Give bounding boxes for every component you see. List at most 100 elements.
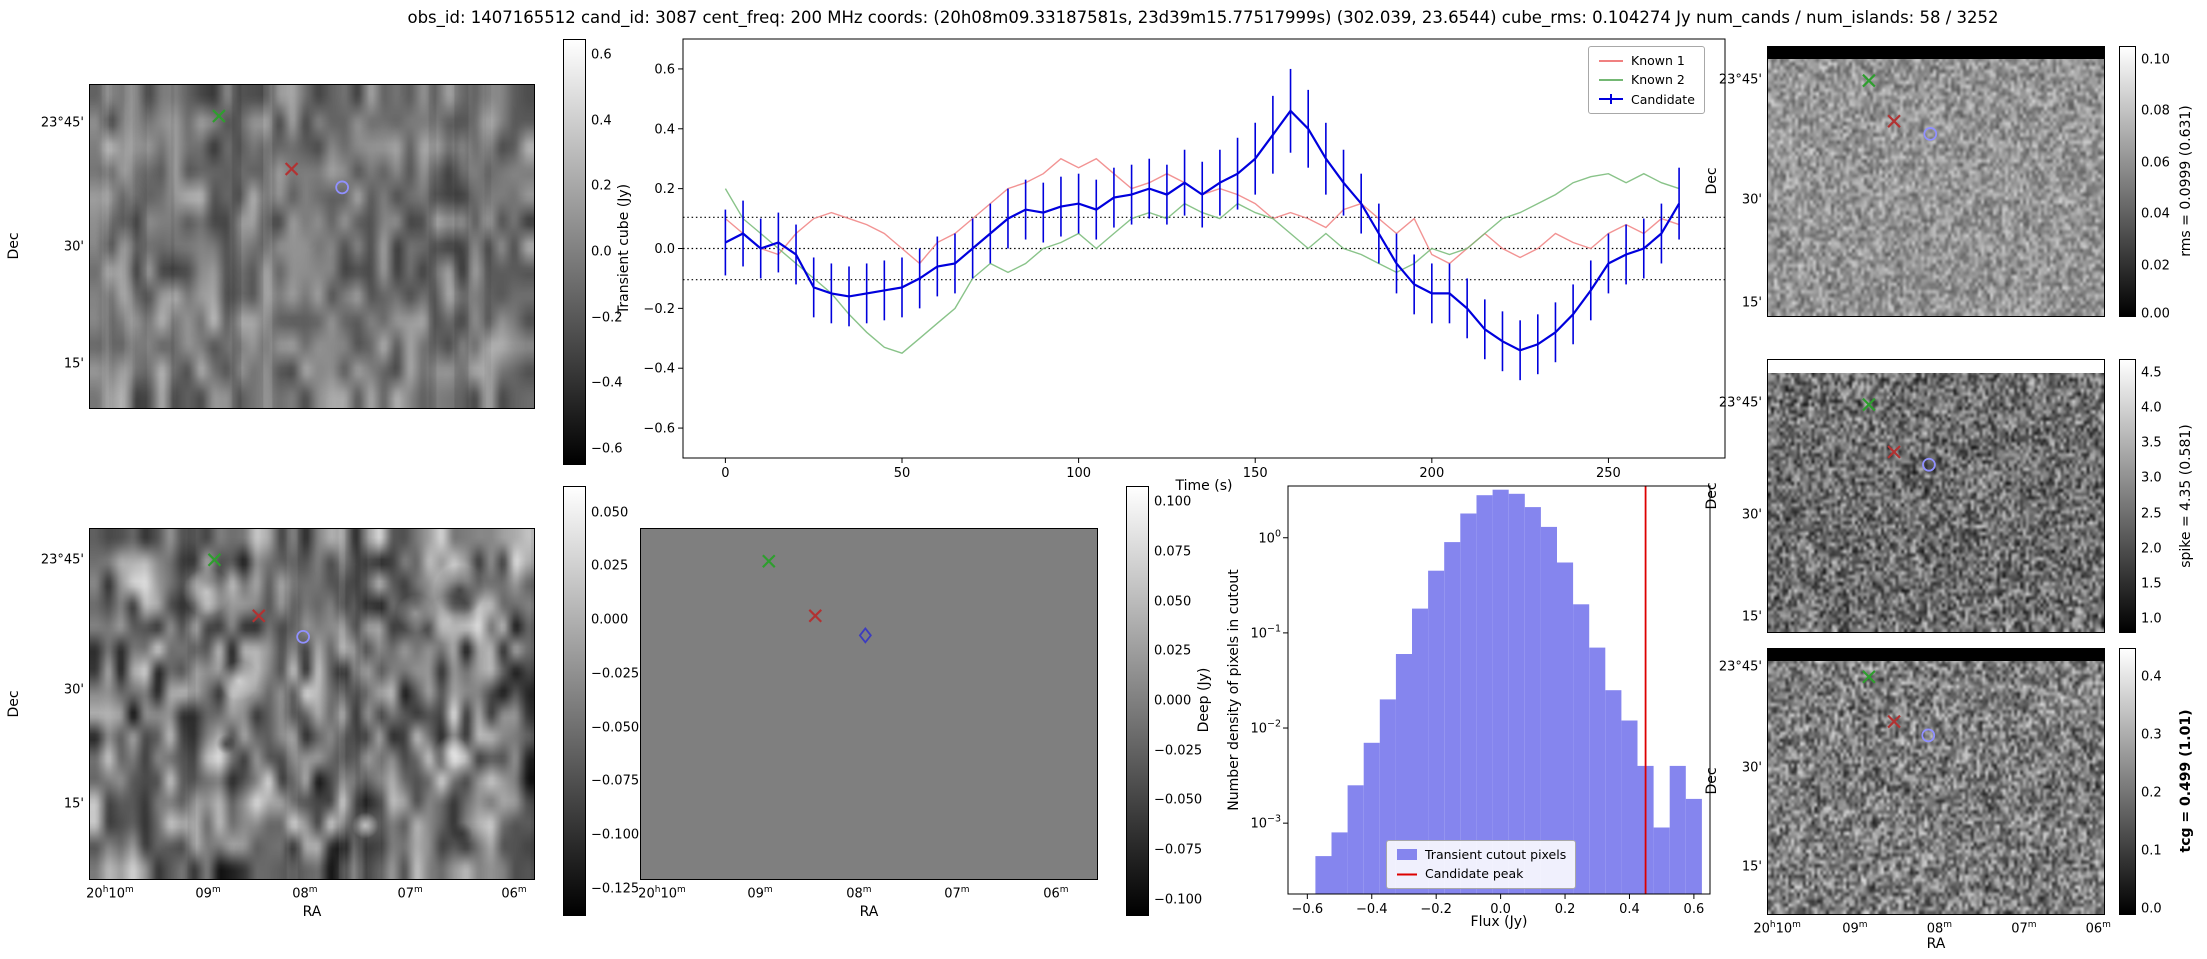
ra-tick-label: 08m — [292, 885, 318, 902]
legend-label: Candidate peak — [1425, 866, 1524, 882]
colorbar-tick-label: 2.5 — [2141, 506, 2162, 522]
dec-tick-label: 23°45' — [40, 115, 84, 131]
svg-text:0: 0 — [721, 466, 729, 481]
colorbar-tick-label: 0.0 — [2141, 901, 2162, 917]
svg-text:10−1: 10−1 — [1250, 623, 1281, 641]
colorbar-tick-label: 3.0 — [2141, 470, 2162, 486]
colorbar-tick-label: 0.00 — [2141, 306, 2170, 322]
svg-text:−0.4: −0.4 — [1356, 902, 1388, 917]
dec-tick-label: 15' — [1741, 609, 1762, 625]
dec-axis-label: Dec — [1704, 767, 1720, 795]
number-density-axis-label: Number density of pixels in cutout — [1226, 569, 1242, 811]
figure-title: obs_id: 1407165512 cand_id: 3087 cent_fr… — [407, 8, 1999, 27]
ra-tick-label: 06m — [2085, 920, 2111, 937]
legend-line-sample — [1599, 59, 1623, 62]
colorbar-tick-label: 0.6 — [591, 47, 612, 63]
legend-entry: Candidate peak — [1396, 864, 1566, 883]
legend-entry: Transient cutout pixels — [1396, 845, 1566, 864]
svg-text:−0.2: −0.2 — [1420, 902, 1452, 917]
colorbar-tick-label: 0.0 — [591, 244, 612, 260]
svg-text:0.0: 0.0 — [1490, 902, 1511, 917]
colorbar-tick-label: 1.0 — [2141, 611, 2162, 627]
legend-entry: Candidate — [1598, 90, 1695, 109]
colorbar-tick-label: −0.100 — [1154, 892, 1203, 908]
legend-line-sample — [1599, 94, 1623, 105]
spike-map-image — [1768, 360, 2104, 632]
colorbar-tick-label: 1.5 — [2141, 576, 2162, 592]
colorbar-tick-label: 0.3 — [2141, 727, 2162, 743]
colorbar-tick-label: 0.4 — [2141, 669, 2162, 685]
legend-patch-sample — [1397, 849, 1417, 861]
lightcurve-legend: Known 1 Known 2 Candidate — [1588, 46, 1705, 115]
colorbar-rms — [2119, 46, 2136, 317]
colorbar-tick-label: 0.000 — [1154, 693, 1192, 709]
colorbar-tick-label: −0.050 — [591, 720, 640, 736]
dec-tick-label: 23°45' — [1718, 72, 1762, 88]
svg-text:100: 100 — [1066, 466, 1091, 481]
dec-tick-label: 30' — [1741, 507, 1762, 523]
svg-text:−0.4: −0.4 — [643, 362, 675, 377]
ra-tick-label: 09m — [195, 885, 221, 902]
dec-tick-label: 15' — [63, 796, 84, 812]
dec-tick-label: 30' — [63, 239, 84, 254]
colorbar-cutout2 — [563, 486, 586, 916]
ra-tick-label: 20h10m — [1753, 920, 1801, 937]
colorbar-tick-label: 0.025 — [1154, 643, 1192, 659]
ra-axis-label: RA — [859, 904, 879, 920]
svg-text:250: 250 — [1596, 466, 1621, 481]
histogram-chart: −0.6 −0.4 −0.2 0.0 0.2 0.4 0.6 100 10−1 10−2 10−3 — [1250, 485, 1711, 917]
time-axis-label: Time (s) — [1175, 478, 1233, 494]
svg-text:0.2: 0.2 — [654, 182, 675, 197]
colorbar-tick-label: 0.075 — [1154, 544, 1192, 560]
legend-entry: Known 1 — [1598, 51, 1695, 70]
colorbar-deep — [1126, 486, 1149, 916]
dec-axis-label: Dec — [6, 232, 22, 260]
colorbar-tick-label: −0.2 — [591, 310, 623, 326]
transient-cutout-panel — [89, 84, 535, 409]
flux-axis-label: Flux (Jy) — [1470, 914, 1528, 930]
ra-tick-label: 09m — [1842, 920, 1868, 937]
colorbar-tick-label: −0.050 — [1154, 792, 1203, 808]
colorbar-tick-label: −0.025 — [591, 666, 640, 682]
ra-tick-label: 07m — [2011, 920, 2037, 937]
legend-label: Candidate — [1631, 91, 1695, 107]
ra-tick-label: 20h10m — [638, 885, 686, 902]
ra-tick-label: 07m — [944, 885, 970, 902]
colorbar-tick-label: −0.075 — [591, 773, 640, 789]
svg-text:−0.6: −0.6 — [1292, 902, 1324, 917]
legend-line-sample — [1397, 873, 1417, 876]
deep-flat-panel — [640, 528, 1098, 880]
ra-tick-label: 06m — [501, 885, 527, 902]
colorbar-tick-label: 0.2 — [2141, 785, 2162, 801]
ra-tick-label: 06m — [1043, 885, 1069, 902]
rms-map-image — [1768, 47, 2104, 316]
colorbar-tick-label: 0.025 — [591, 558, 629, 574]
svg-text:0.6: 0.6 — [1684, 902, 1705, 917]
tcg-map-markers — [1862, 670, 1936, 743]
dec-axis-label: Dec — [1704, 167, 1720, 195]
colorbar-tick-label: 0.050 — [1154, 594, 1192, 610]
ra-tick-label: 07m — [397, 885, 423, 902]
colorbar-spike — [2119, 359, 2136, 633]
rms-colorbar-label: rms = 0.0999 (0.631) — [2178, 105, 2194, 257]
colorbar-tick-label: −0.4 — [591, 375, 623, 391]
colorbar-tick-label: −0.6 — [591, 441, 623, 457]
tcg-map-image — [1768, 649, 2104, 914]
legend-label: Known 2 — [1631, 72, 1685, 88]
svg-text:0.4: 0.4 — [1619, 902, 1640, 917]
svg-text:−0.2: −0.2 — [643, 302, 675, 317]
colorbar-tick-label: 0.1 — [2141, 843, 2162, 859]
tcg-top-strip — [1768, 649, 2104, 661]
spike-map-markers — [1862, 397, 1936, 472]
svg-text:−0.6: −0.6 — [643, 422, 675, 437]
ra-tick-label: 08m — [846, 885, 872, 902]
svg-text:0.2: 0.2 — [1555, 902, 1576, 917]
tcg-colorbar-label: tcg = 0.499 (1.01) — [2178, 709, 2194, 853]
dec-tick-label: 30' — [1741, 760, 1762, 776]
colorbar-tcg — [2119, 648, 2136, 915]
colorbar-tick-label: 0.000 — [591, 612, 629, 628]
lightcurve-chart: 0 50 100 150 200 250 0.6 0.4 0.2 0.0 −0.2 −0.4 −0.6 — [643, 38, 1726, 481]
colorbar-tick-label: 0.06 — [2141, 155, 2170, 171]
deep-cutout-image — [90, 529, 534, 879]
transient-cube-axis-label: Transient cube (Jy) — [616, 183, 632, 315]
